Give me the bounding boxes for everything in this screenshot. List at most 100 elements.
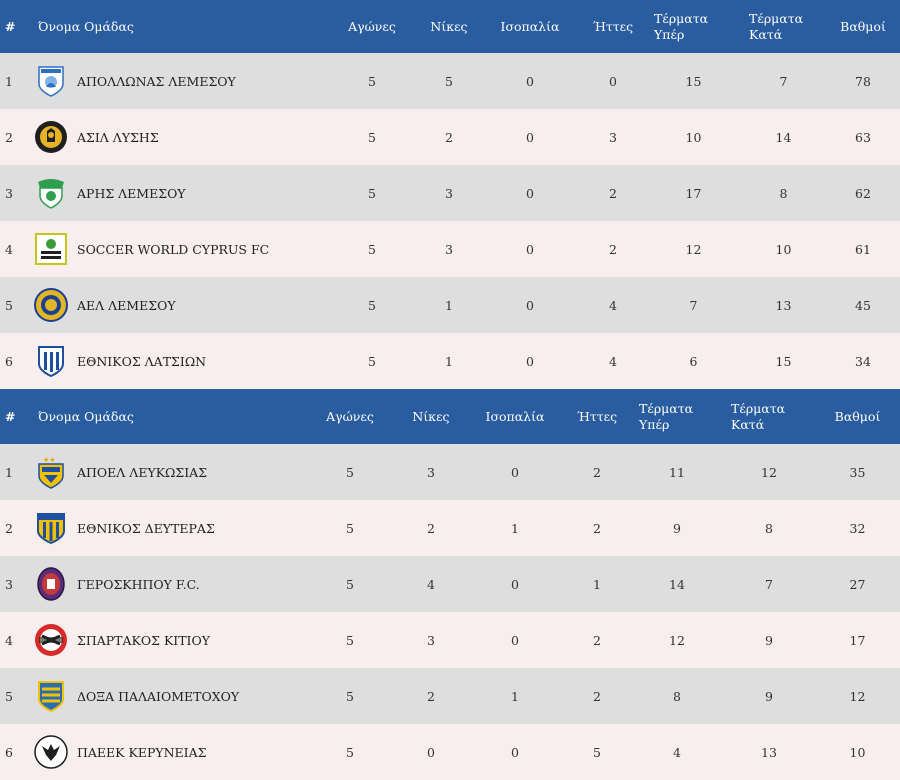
goals-against-cell: 10 — [775, 241, 792, 257]
header-goals-for: Τέρματα Υπέρ — [654, 10, 709, 42]
team-name[interactable]: ΑΕΛ ΛΕΜΕΣΟΥ — [77, 297, 176, 313]
goals-for-cell: 12 — [669, 632, 685, 648]
wins-cell: 2 — [427, 520, 435, 536]
team-name[interactable]: ΑΠΟΕΛ ΛΕΥΚΩΣΙΑΣ — [77, 464, 208, 480]
doxa-crest-icon — [34, 679, 68, 713]
ethnikos-latsion-crest-icon — [34, 344, 68, 378]
team-name[interactable]: ΠΑΕΕΚ ΚΕΡΥΝΕΙΑΣ — [77, 744, 207, 760]
losses-cell: 5 — [593, 744, 601, 760]
table-row: 1 ΑΠΟΛΛΩΝΑΣ ΛΕΜΕΣΟΥ 5 5 0 0 15 7 78 — [0, 53, 900, 109]
goals-for-cell: 9 — [673, 520, 681, 536]
draws-cell: 0 — [526, 353, 534, 369]
table-row: 3 ΓΕΡΟΣΚΗΠΟΥ F.C. 5 4 0 1 14 7 27 — [0, 556, 900, 612]
team-name[interactable]: ΔΟΞΑ ΠΑΛΑΙΟΜΕΤΟΧΟΥ — [77, 688, 240, 704]
team-name[interactable]: ΑΡΗΣ ΛΕΜΕΣΟΥ — [77, 185, 186, 201]
goals-against-cell: 9 — [765, 632, 773, 648]
played-cell: 5 — [346, 688, 354, 704]
played-cell: 5 — [346, 632, 354, 648]
goals-against-cell: 8 — [765, 520, 773, 536]
header-goals-against: Τέρματα Κατά — [731, 400, 786, 432]
header-goals-against: Τέρματα Κατά — [749, 10, 804, 42]
header-wins: Νίκες — [430, 18, 468, 34]
draws-cell: 0 — [526, 297, 534, 313]
goals-against-cell: 8 — [779, 185, 788, 201]
goals-for-cell: 7 — [689, 297, 698, 313]
position-cell: 1 — [5, 73, 13, 89]
goals-for-cell: 12 — [685, 241, 702, 257]
table-header-row: # Όνομα Ομάδας Αγώνες Νίκες Ισοπαλία Ήττ… — [0, 389, 900, 444]
losses-cell: 1 — [593, 576, 601, 592]
points-cell: 34 — [855, 353, 871, 369]
apollon-crest-icon — [34, 64, 68, 98]
header-played: Αγώνες — [326, 408, 374, 424]
losses-cell: 4 — [609, 353, 617, 369]
table-row: 5 ΑΕΛ ΛΕΜΕΣΟΥ 5 1 0 4 7 13 45 — [0, 277, 900, 333]
paeek-crest-icon — [34, 735, 68, 769]
position-cell: 3 — [5, 185, 13, 201]
position-cell: 2 — [5, 520, 13, 536]
header-points: Βαθμοί — [840, 18, 886, 34]
position-cell: 4 — [5, 632, 13, 648]
team-name[interactable]: ΕΘΝΙΚΟΣ ΛΑΤΣΙΩΝ — [77, 353, 207, 369]
soccer-world-crest-icon — [34, 232, 68, 266]
header-team-name: Όνομα Ομάδας — [38, 408, 134, 424]
played-cell: 5 — [346, 744, 354, 760]
team-name[interactable]: ΑΣΙΛ ΛΥΣΗΣ — [77, 129, 159, 145]
played-cell: 5 — [368, 241, 376, 257]
points-cell: 10 — [849, 744, 866, 760]
wins-cell: 1 — [445, 297, 453, 313]
header-team-name: Όνομα Ομάδας — [38, 18, 134, 34]
team-name[interactable]: ΑΠΟΛΛΩΝΑΣ ΛΕΜΕΣΟΥ — [77, 73, 236, 89]
position-cell: 5 — [5, 297, 13, 313]
goals-against-cell: 15 — [775, 353, 792, 369]
position-cell: 5 — [5, 688, 13, 704]
goals-against-cell: 13 — [761, 744, 777, 760]
header-draws: Ισοπαλία — [485, 408, 545, 424]
losses-cell: 2 — [593, 464, 601, 480]
table-header-row: # Όνομα Ομάδας Αγώνες Νίκες Ισοπαλία Ήττ… — [0, 0, 900, 53]
points-cell: 61 — [855, 241, 871, 257]
position-cell: 4 — [5, 241, 13, 257]
goals-for-cell: 8 — [673, 688, 681, 704]
wins-cell: 3 — [445, 185, 453, 201]
played-cell: 5 — [368, 353, 376, 369]
team-name[interactable]: ΓΕΡΟΣΚΗΠΟΥ F.C. — [77, 576, 200, 592]
points-cell: 62 — [855, 185, 871, 201]
losses-cell: 3 — [609, 129, 617, 145]
draws-cell: 1 — [511, 520, 519, 536]
points-cell: 12 — [849, 688, 866, 704]
wins-cell: 3 — [427, 632, 435, 648]
wins-cell: 3 — [427, 464, 435, 480]
points-cell: 63 — [855, 129, 871, 145]
points-cell: 78 — [855, 73, 871, 89]
header-played: Αγώνες — [348, 18, 396, 34]
team-name[interactable]: ΣΠΑΡΤΑΚΟΣ ΚΙΤΙΟΥ — [77, 632, 210, 648]
ael-crest-icon — [34, 288, 68, 322]
draws-cell: 1 — [511, 688, 519, 704]
goals-for-cell: 17 — [685, 185, 702, 201]
goals-against-cell: 13 — [775, 297, 792, 313]
table-row: 2 ΕΘΝΙΚΟΣ ΔΕΥΤΕΡΑΣ 5 2 1 2 9 8 32 — [0, 500, 900, 556]
goals-against-cell: 7 — [779, 73, 788, 89]
table-row: 6 ΠΑΕΕΚ ΚΕΡΥΝΕΙΑΣ 5 0 0 5 4 13 10 — [0, 724, 900, 780]
points-cell: 32 — [849, 520, 866, 536]
table-row: 5 ΔΟΞΑ ΠΑΛΑΙΟΜΕΤΟΧΟΥ 5 2 1 2 8 9 12 — [0, 668, 900, 724]
team-name[interactable]: SOCCER WORLD CYPRUS FC — [77, 241, 270, 257]
table-row: 6 ΕΘΝΙΚΟΣ ΛΑΤΣΙΩΝ 5 1 0 4 6 15 34 — [0, 333, 900, 389]
team-name[interactable]: ΕΘΝΙΚΟΣ ΔΕΥΤΕΡΑΣ — [77, 520, 215, 536]
wins-cell: 5 — [445, 73, 453, 89]
spartakos-crest-icon — [34, 623, 68, 657]
points-cell: 17 — [849, 632, 866, 648]
played-cell: 5 — [368, 129, 376, 145]
table-row: 4 SOCCER WORLD CYPRUS FC 5 3 0 2 12 10 6… — [0, 221, 900, 277]
position-cell: 3 — [5, 576, 13, 592]
header-goals-for: Τέρματα Υπέρ — [639, 400, 694, 432]
position-cell: 2 — [5, 129, 13, 145]
draws-cell: 0 — [526, 185, 534, 201]
played-cell: 5 — [368, 185, 376, 201]
goals-against-cell: 14 — [775, 129, 792, 145]
losses-cell: 4 — [609, 297, 617, 313]
losses-cell: 2 — [609, 241, 617, 257]
goals-against-cell: 9 — [765, 688, 773, 704]
standings-table-2: # Όνομα Ομάδας Αγώνες Νίκες Ισοπαλία Ήττ… — [0, 389, 900, 780]
